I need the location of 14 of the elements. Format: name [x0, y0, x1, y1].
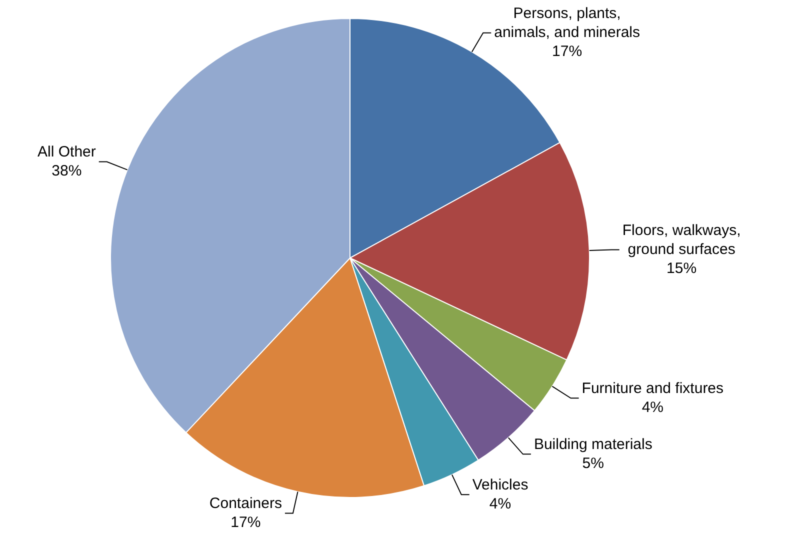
slice-label: All Other: [38, 143, 96, 160]
data-label: 17%: [230, 514, 261, 531]
data-label: 4%: [642, 398, 664, 416]
slice-label: Persons, plants, animals, and minerals: [494, 5, 640, 42]
slice-label: Vehicles: [472, 476, 528, 494]
data-label: 38%: [52, 162, 82, 180]
slice-label: Furniture and fixtures: [582, 380, 724, 397]
data-label: 5%: [582, 454, 604, 472]
data-label: 4%: [489, 495, 512, 512]
data-label: 17%: [552, 43, 582, 60]
data-label: 15%: [666, 260, 697, 277]
slice-label: Floors, walkways, ground surfaces: [622, 222, 741, 258]
slice-label: Building materials: [534, 436, 652, 453]
slice-label: Containers: [209, 494, 282, 512]
